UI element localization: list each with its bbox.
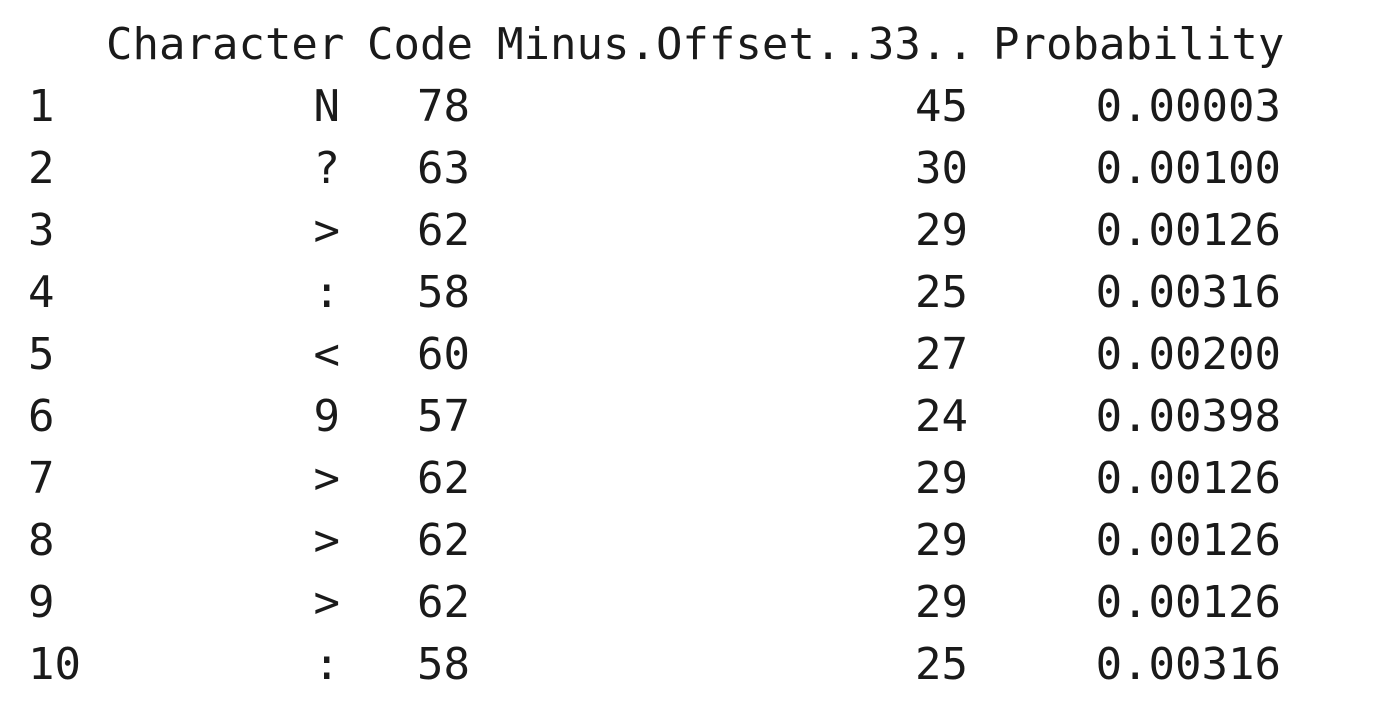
cell-character: < [313,329,341,380]
cell-probability: 0.00200 [1095,329,1281,380]
cell-minus-offset: 30 [915,143,968,194]
cell-minus-offset: 29 [915,515,968,566]
cell-character: N [313,81,341,132]
cell-probability: 0.00100 [1095,143,1281,194]
cell-character: ? [313,143,341,194]
table-row: 3 >62 29 0.00126 [0,200,1396,262]
cell-character: > [313,453,341,504]
cell-code: 62 [417,577,470,628]
table-body: 1 N 78 45 0.00003 2? 63 30 0.00100 3 >62 29 0.00126 4… [0,76,1396,696]
cell-minus-offset: 24 [915,391,968,442]
cell-character: 9 [313,391,341,442]
cell-minus-offset: 25 [915,267,968,318]
table-row: 5 <60 27 0.00200 [0,324,1396,386]
cell-probability: 0.00316 [1095,267,1281,318]
cell-character: : [313,639,341,690]
table-row: 1 N 78 45 0.00003 [0,76,1396,138]
header-character: Character [106,19,345,70]
cell-code: 58 [417,639,470,690]
header-probability: Probability [993,19,1285,70]
cell-code: 63 [417,143,470,194]
header-minus-offset: Minus.Offset..33.. [497,19,974,70]
table-row: 7 >62 29 0.00126 [0,448,1396,510]
cell-probability: 0.00126 [1095,453,1281,504]
cell-minus-offset: 29 [915,205,968,256]
table-row: 9 >62 29 0.00126 [0,572,1396,634]
table-row: 6 9 57 24 0.00398 [0,386,1396,448]
table-row: 2? 63 30 0.00100 [0,138,1396,200]
cell-code: 58 [417,267,470,318]
row-index: 7 [28,453,55,504]
cell-probability: 0.00003 [1095,81,1281,132]
cell-character: > [313,515,341,566]
row-index: 8 [28,515,55,566]
cell-code: 62 [417,205,470,256]
row-index: 2 [28,143,55,194]
cell-minus-offset: 29 [915,577,968,628]
row-index: 6 [28,391,55,442]
cell-code: 78 [417,81,470,132]
header-code: Code [367,19,473,70]
cell-minus-offset: 25 [915,639,968,690]
table-row: 10: 58 25 0.00316 [0,634,1396,696]
cell-character: > [313,577,341,628]
cell-probability: 0.00316 [1095,639,1281,690]
row-index: 5 [28,329,55,380]
cell-probability: 0.00398 [1095,391,1281,442]
data-frame-output: Character Code Minus.Offset..33.. Probab… [0,14,1396,696]
cell-code: 57 [417,391,470,442]
cell-probability: 0.00126 [1095,205,1281,256]
cell-probability: 0.00126 [1095,515,1281,566]
cell-code: 62 [417,515,470,566]
table-row: 8 >62 29 0.00126 [0,510,1396,572]
cell-code: 60 [417,329,470,380]
cell-character: > [313,205,341,256]
row-index: 1 [28,81,55,132]
row-index: 10 [28,639,81,690]
cell-minus-offset: 29 [915,453,968,504]
cell-probability: 0.00126 [1095,577,1281,628]
cell-code: 62 [417,453,470,504]
cell-minus-offset: 27 [915,329,968,380]
row-index: 4 [28,267,55,318]
cell-character: : [313,267,341,318]
row-index: 3 [28,205,55,256]
header-row: Character Code Minus.Offset..33.. Probab… [0,14,1396,76]
table-row: 4: 58 25 0.00316 [0,262,1396,324]
cell-minus-offset: 45 [915,81,968,132]
row-index: 9 [28,577,55,628]
